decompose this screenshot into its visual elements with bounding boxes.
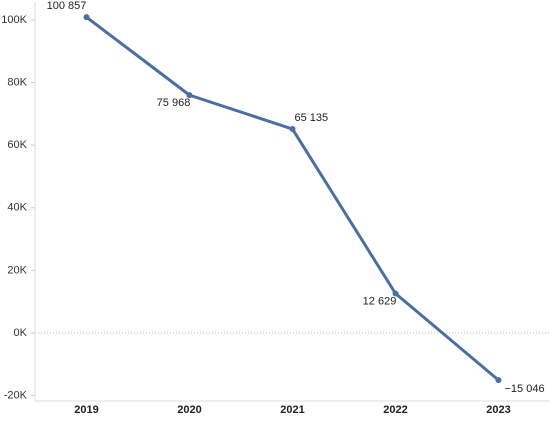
y-tick-label: 100K [1, 14, 27, 26]
y-tick-label: 0K [14, 327, 28, 339]
data-label: −15 046 [505, 383, 545, 395]
line [85, 15, 500, 382]
x-tick-label: 2021 [280, 404, 304, 416]
y-tick-label: 40K [7, 202, 27, 214]
y-tick-label: -20K [4, 390, 28, 402]
x-tick-label: 2019 [74, 404, 98, 416]
data-label: 75 968 [157, 97, 191, 109]
point [392, 290, 399, 297]
data-label: 100 857 [47, 0, 87, 12]
data-label: 12 629 [363, 295, 397, 307]
point [289, 126, 296, 133]
y-tick-label: 80K [7, 76, 27, 88]
point [83, 14, 90, 21]
point [186, 92, 193, 99]
x-tick-label: 2022 [383, 404, 407, 416]
y-tick-label: 20K [7, 264, 27, 276]
y-tick-label: 60K [7, 139, 27, 151]
x-tick-label: 2020 [177, 404, 201, 416]
data-label: 65 135 [295, 112, 329, 124]
x-tick-label: 2023 [486, 404, 510, 416]
point [495, 377, 502, 384]
